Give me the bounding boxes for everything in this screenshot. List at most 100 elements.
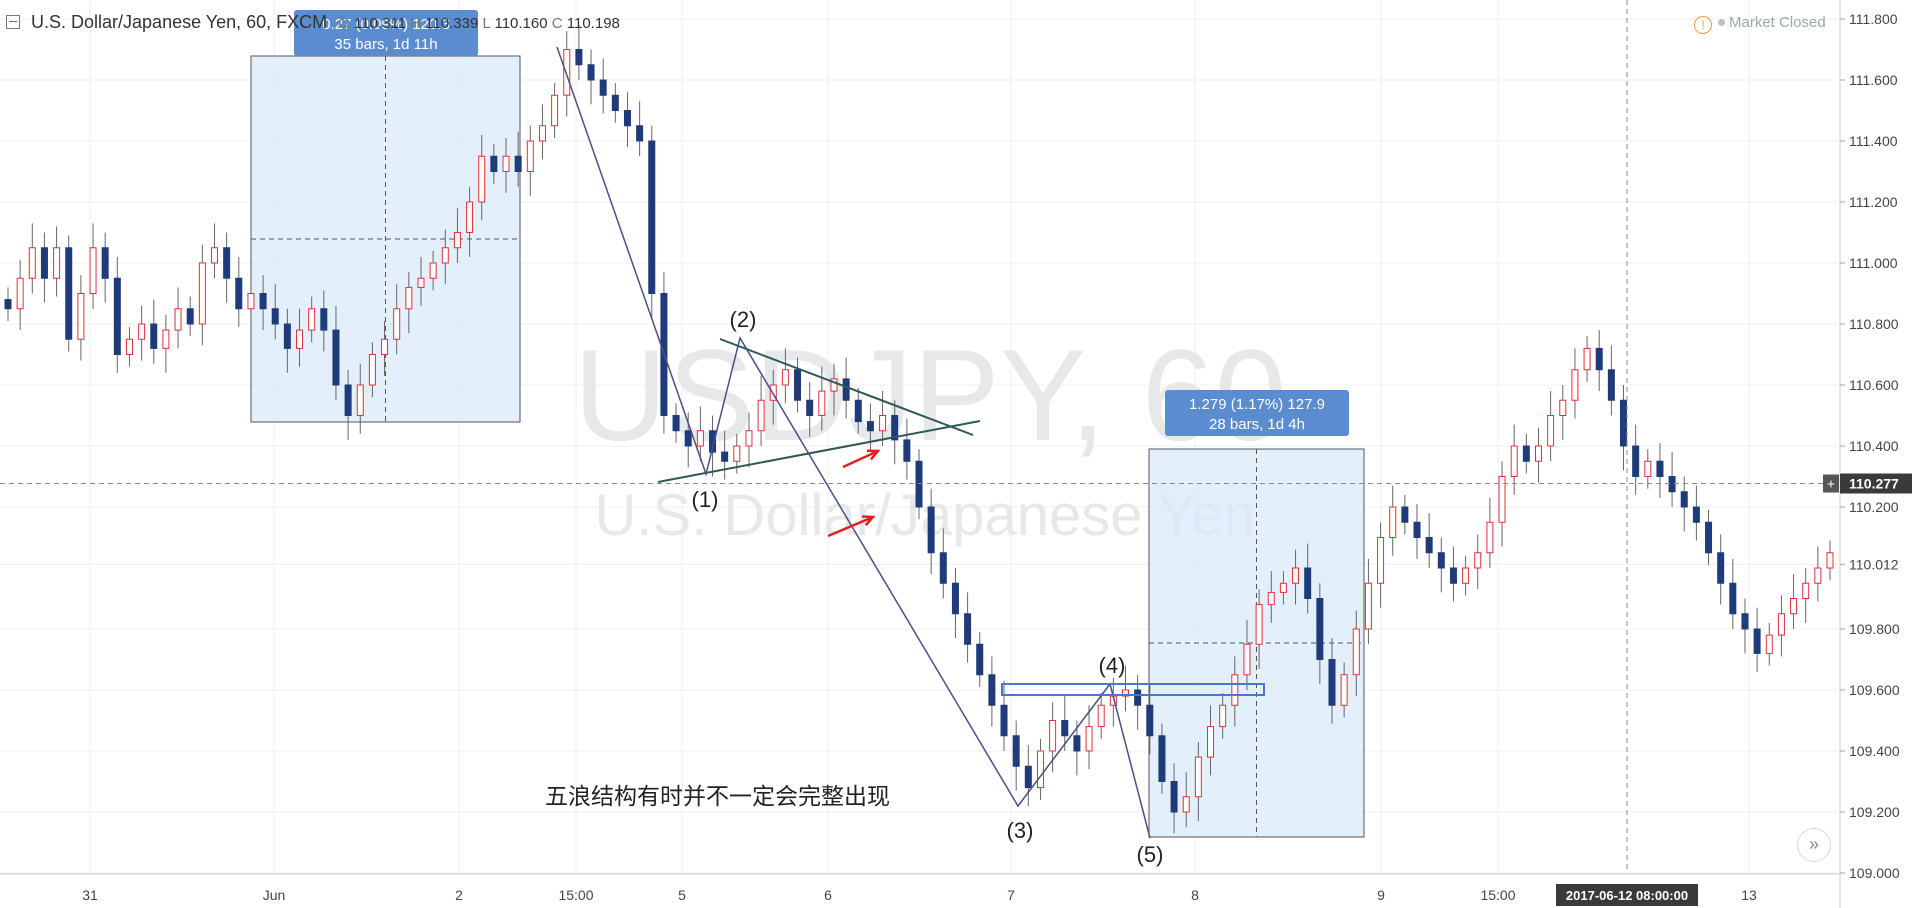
low-value: 110.160 (494, 15, 548, 32)
candle (1364, 558, 1372, 645)
price-tick-label: 111.200 (1849, 194, 1898, 210)
candle-body-up (1267, 591, 1275, 606)
candle (1340, 662, 1348, 718)
candle (283, 308, 291, 373)
candle (623, 92, 631, 148)
candle (721, 430, 729, 480)
candle-body-up (247, 293, 255, 310)
candle-body-up (393, 308, 401, 340)
candle (65, 235, 73, 352)
candle (1061, 696, 1069, 751)
candle (1462, 555, 1470, 596)
current-price-tag: +110.277 (1823, 473, 1912, 494)
price-tick-label: 110.200 (1849, 499, 1899, 515)
candle (1583, 336, 1591, 382)
candle-body-up (745, 430, 753, 447)
triangle-upper-line (719, 338, 974, 436)
candle (575, 25, 583, 80)
price-tick-label: 109.400 (1849, 743, 1900, 759)
candle (830, 363, 838, 416)
candle (1097, 693, 1105, 739)
candle (842, 357, 850, 419)
candle (927, 488, 935, 575)
candle-body-up (1231, 674, 1239, 706)
candle (1486, 497, 1494, 568)
warning-icon[interactable]: ! (1694, 16, 1712, 34)
time-tick-label: 2 (455, 887, 463, 903)
time-tick-label: 15:00 (1480, 887, 1515, 903)
candle (1753, 607, 1761, 672)
double-chevron-right-icon: » (1808, 834, 1819, 854)
candle-body-up (1777, 613, 1785, 636)
candle-body-up (89, 247, 97, 294)
candle-body-down (1705, 521, 1713, 554)
candle-body-down (1692, 506, 1700, 523)
candle-body-up (210, 247, 218, 264)
candle-body-down (1449, 567, 1457, 584)
candle (1498, 461, 1506, 547)
candle-body-down (623, 110, 631, 127)
candle (125, 327, 133, 367)
wave-label: (5) (1137, 842, 1164, 867)
price-tick-label: 110.800 (1849, 316, 1899, 332)
candle-body-down (1316, 598, 1324, 660)
candle-body-up (1802, 582, 1810, 599)
candle-body-down (1304, 567, 1312, 599)
high-value: 110.339 (425, 15, 479, 32)
candle (259, 275, 267, 331)
candle (1474, 534, 1482, 590)
candle-body-up (453, 232, 461, 249)
candle-body-down (1073, 735, 1081, 752)
candle (381, 320, 389, 376)
candle-body-up (1279, 582, 1287, 593)
arrow-shaft (842, 449, 879, 469)
candle (891, 400, 899, 465)
candle (964, 592, 972, 663)
candle (1231, 656, 1239, 727)
candle (1559, 385, 1567, 440)
price-tick-label: 111.400 (1849, 133, 1898, 149)
candle-body-up (1826, 552, 1834, 569)
candle (89, 223, 97, 309)
candle-body-down (1595, 347, 1603, 371)
candle-body-down (684, 430, 692, 447)
candle-body-up (1219, 704, 1227, 728)
candle (1449, 546, 1457, 602)
wave-label: (1) (692, 487, 719, 512)
scroll-to-realtime-button[interactable]: » (1797, 828, 1831, 862)
symbol-title[interactable]: U.S. Dollar/Japanese Yen, 60, FXCM (31, 12, 328, 32)
candle-body-down (186, 308, 194, 325)
open-label: O (338, 15, 350, 32)
candle-body-down (1146, 704, 1154, 737)
candle (368, 342, 376, 398)
price-tick-label: 110.012 (1849, 556, 1899, 572)
candle-body-down (794, 369, 802, 401)
candle-body-down (672, 415, 680, 432)
current-price-box (1840, 473, 1912, 494)
low-label: L (482, 15, 491, 32)
candle-body-down (854, 399, 862, 423)
candle-body-down (65, 247, 73, 340)
candle-body-up (1498, 476, 1506, 523)
wave-line (556, 46, 1151, 839)
candle-body-down (587, 64, 595, 81)
candle-body-down (575, 49, 583, 66)
candle (308, 296, 316, 343)
candle-body-down (648, 140, 656, 294)
candle (1425, 513, 1433, 568)
candle (1632, 424, 1640, 495)
candle (4, 287, 12, 321)
candle-body-down (1753, 628, 1761, 654)
candle-body-down (1170, 781, 1178, 813)
candle (1024, 744, 1032, 806)
candle (866, 403, 874, 453)
high-label: H (410, 15, 422, 32)
collapse-icon[interactable] (6, 15, 20, 29)
candle-body-down (1328, 659, 1336, 706)
candle-body-down (1413, 521, 1421, 538)
red-arrow-1 (842, 449, 881, 469)
current-price-label: 110.277 (1849, 476, 1899, 492)
candle-body-up (1364, 582, 1372, 630)
